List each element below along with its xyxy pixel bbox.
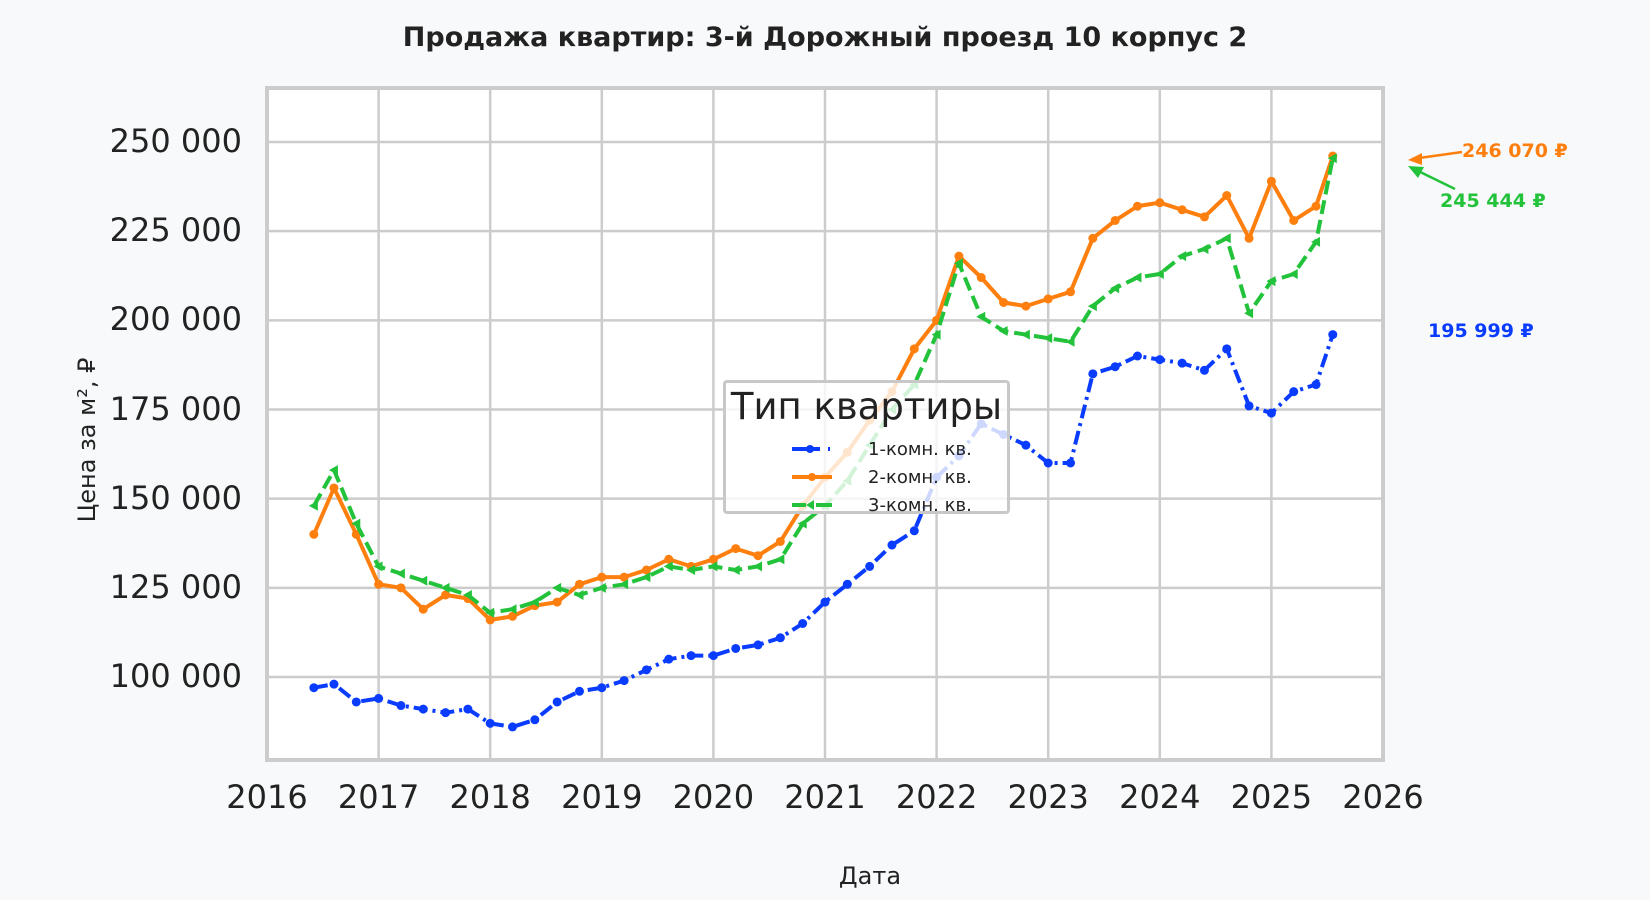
x-tick-label: 2016 [226, 778, 308, 816]
x-tick-label: 2017 [337, 778, 420, 816]
annotation-2-room: 246 070 ₽ [1462, 140, 1568, 162]
legend-swatch-2-room-icon [792, 473, 832, 481]
x-tick-label: 2022 [895, 778, 978, 816]
x-tick-label: 2020 [672, 778, 755, 816]
y-tick-label: 200 000 [109, 300, 242, 339]
y-tick-label: 250 000 [109, 122, 242, 160]
x-tick-label: 2018 [449, 778, 531, 816]
x-tick-label: 2025 [1230, 778, 1313, 816]
chart-title: Продажа квартир: 3-й Дорожный проезд 10 … [402, 22, 1248, 53]
y-tick-label: 125 000 [109, 567, 242, 606]
x-tick-label: 2023 [1007, 778, 1089, 816]
legend-swatch-3-room-icon [792, 500, 832, 510]
legend-item-3-room: 3-комн. кв. [790, 491, 972, 519]
y-tick-label: 175 000 [109, 389, 242, 428]
grid-lines [265, 88, 1385, 760]
y-tick-label: 150 000 [109, 478, 242, 517]
legend-title: Тип квартиры [730, 385, 1003, 428]
legend: Тип квартиры 1-комн. кв. 2-комн. кв. 3-к… [723, 380, 1010, 516]
annotation-3-room: 245 444 ₽ [1440, 190, 1546, 212]
legend-swatch-1-room-icon [792, 445, 830, 453]
y-tick-label: 100 000 [109, 657, 242, 695]
annotation-1-room: 195 999 ₽ [1428, 320, 1534, 342]
y-axis-label: Цена за м², ₽ [73, 357, 101, 523]
legend-item-2-room: 2-комн. кв. [790, 463, 972, 491]
x-axis-label: Дата [838, 862, 902, 890]
annotation-arrows [1408, 150, 1463, 191]
x-tick-label: 2024 [1119, 778, 1201, 816]
legend-item-1-room: 1-комн. кв. [790, 435, 972, 463]
y-tick-label: 225 000 [109, 211, 242, 250]
x-tick-label: 2026 [1342, 778, 1424, 816]
x-tick-label: 2019 [561, 778, 643, 816]
x-tick-label: 2021 [784, 778, 866, 816]
